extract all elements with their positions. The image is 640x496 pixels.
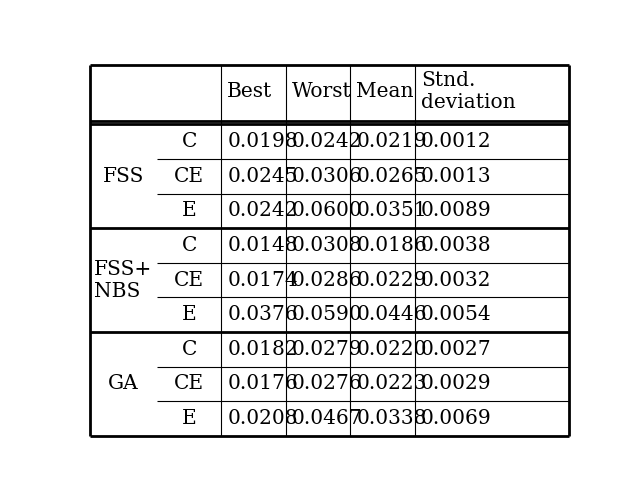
Text: 0.0032: 0.0032 bbox=[420, 271, 492, 290]
Text: 0.0219: 0.0219 bbox=[356, 132, 427, 151]
Text: 0.0198: 0.0198 bbox=[227, 132, 298, 151]
Text: 0.0276: 0.0276 bbox=[292, 374, 362, 393]
Text: 0.0279: 0.0279 bbox=[292, 340, 362, 359]
Text: 0.0446: 0.0446 bbox=[356, 305, 427, 324]
Text: 0.0245: 0.0245 bbox=[227, 167, 298, 186]
Text: 0.0069: 0.0069 bbox=[420, 409, 492, 428]
Text: 0.0242: 0.0242 bbox=[227, 201, 298, 220]
Text: 0.0306: 0.0306 bbox=[292, 167, 362, 186]
Text: CE: CE bbox=[174, 167, 204, 186]
Text: 0.0286: 0.0286 bbox=[292, 271, 362, 290]
Text: 0.0220: 0.0220 bbox=[356, 340, 427, 359]
Text: 0.0148: 0.0148 bbox=[227, 236, 298, 255]
Text: FSS+
NBS: FSS+ NBS bbox=[94, 259, 152, 301]
Text: 0.0208: 0.0208 bbox=[227, 409, 298, 428]
Text: 0.0054: 0.0054 bbox=[420, 305, 492, 324]
Text: C: C bbox=[181, 340, 197, 359]
Text: 0.0176: 0.0176 bbox=[227, 374, 298, 393]
Text: 0.0265: 0.0265 bbox=[356, 167, 427, 186]
Text: 0.0223: 0.0223 bbox=[356, 374, 427, 393]
Text: 0.0038: 0.0038 bbox=[420, 236, 492, 255]
Text: 0.0376: 0.0376 bbox=[227, 305, 298, 324]
Text: 0.0229: 0.0229 bbox=[356, 271, 427, 290]
Text: 0.0174: 0.0174 bbox=[227, 271, 298, 290]
Text: CE: CE bbox=[174, 374, 204, 393]
Text: 0.0308: 0.0308 bbox=[292, 236, 362, 255]
Text: Worst: Worst bbox=[292, 81, 351, 101]
Text: C: C bbox=[181, 236, 197, 255]
Text: FSS: FSS bbox=[102, 167, 144, 186]
Text: 0.0012: 0.0012 bbox=[420, 132, 492, 151]
Text: 0.0013: 0.0013 bbox=[420, 167, 492, 186]
Text: Stnd.
deviation: Stnd. deviation bbox=[420, 70, 515, 112]
Text: 0.0351: 0.0351 bbox=[356, 201, 427, 220]
Text: 0.0029: 0.0029 bbox=[420, 374, 492, 393]
Text: 0.0590: 0.0590 bbox=[292, 305, 362, 324]
Text: GA: GA bbox=[108, 374, 139, 393]
Text: E: E bbox=[182, 409, 196, 428]
Text: E: E bbox=[182, 305, 196, 324]
Text: 0.0338: 0.0338 bbox=[356, 409, 427, 428]
Text: 0.0089: 0.0089 bbox=[420, 201, 492, 220]
Text: CE: CE bbox=[174, 271, 204, 290]
Text: Mean: Mean bbox=[356, 81, 414, 101]
Text: 0.0182: 0.0182 bbox=[227, 340, 298, 359]
Text: 0.0467: 0.0467 bbox=[292, 409, 362, 428]
Text: 0.0242: 0.0242 bbox=[292, 132, 362, 151]
Text: 0.0186: 0.0186 bbox=[356, 236, 427, 255]
Text: E: E bbox=[182, 201, 196, 220]
Text: 0.0600: 0.0600 bbox=[292, 201, 362, 220]
Text: Best: Best bbox=[227, 81, 273, 101]
Text: 0.0027: 0.0027 bbox=[420, 340, 492, 359]
Text: C: C bbox=[181, 132, 197, 151]
